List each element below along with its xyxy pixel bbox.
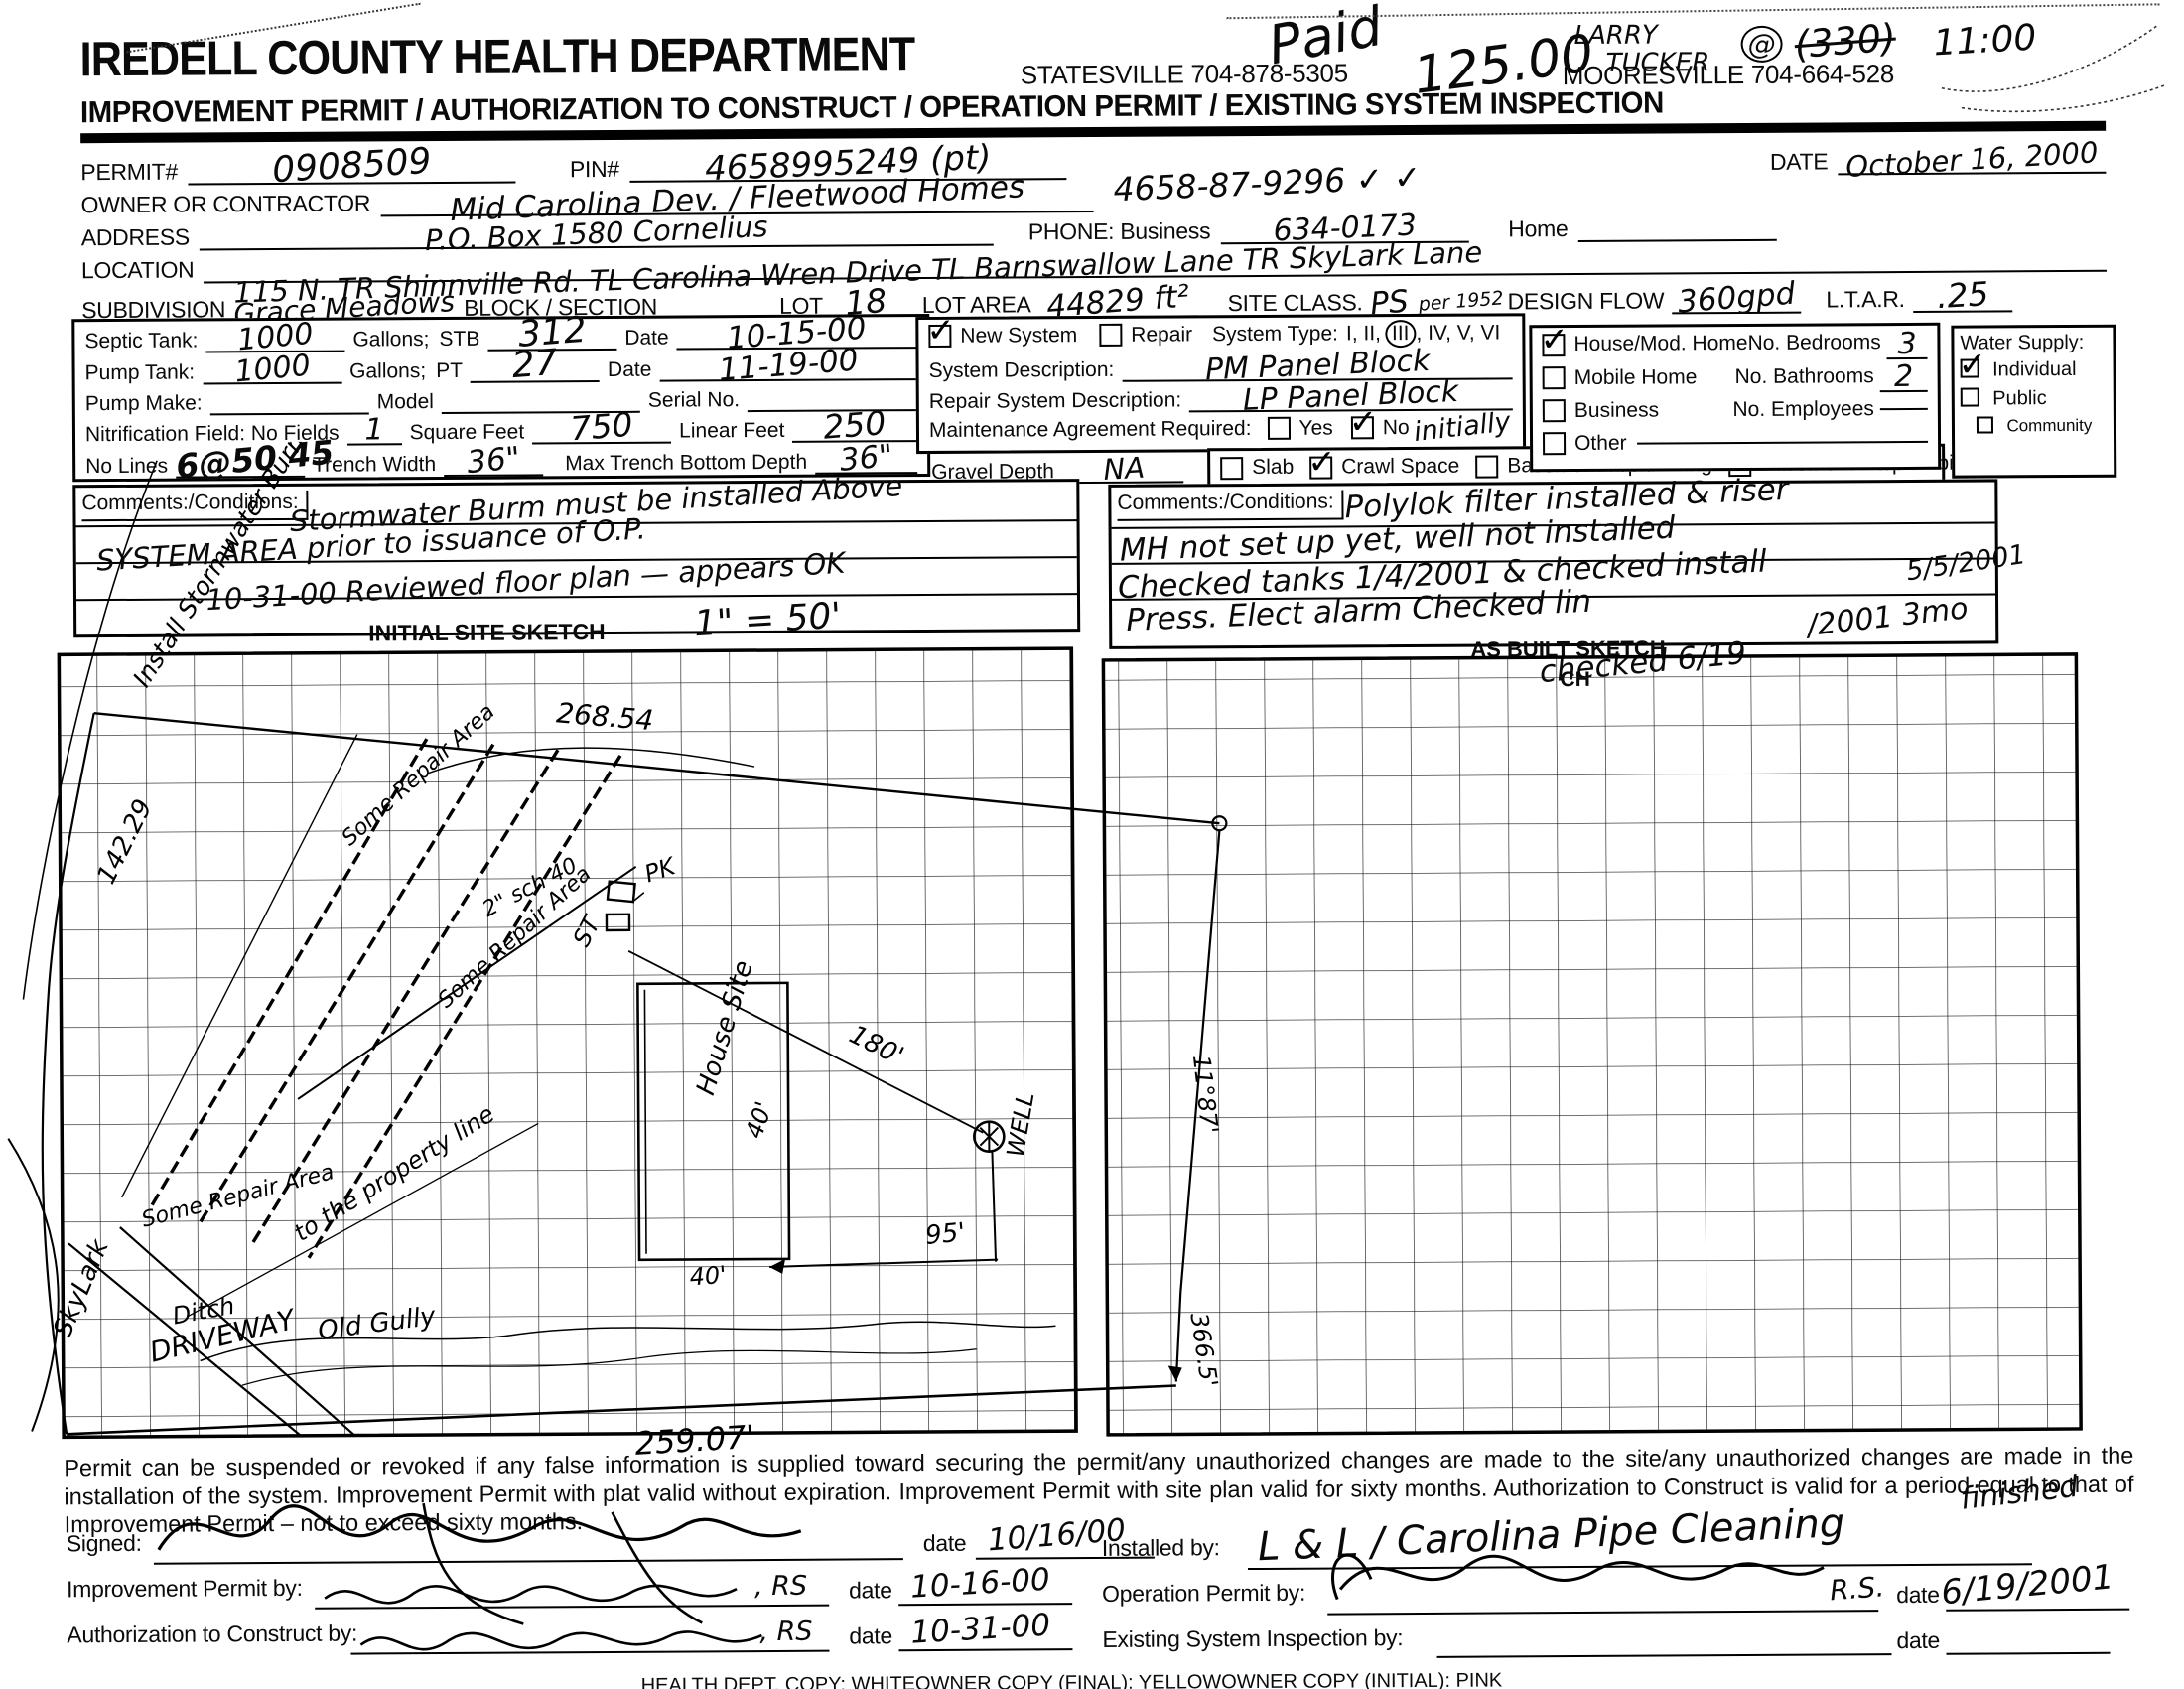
site-class-label: SITE CLASS. [1227,289,1363,317]
business-label: Business [1573,398,1660,422]
bathrooms-field: 2 [1879,358,1928,394]
house-checkbox [1542,333,1566,356]
appt-at: @ [1740,25,1783,63]
initial-sketch-grid [57,646,1078,1440]
repair-desc-label: Repair System Description: [928,388,1182,413]
appt-crossed-number: (330) [1793,15,1898,68]
new-system-checkbox [928,324,952,348]
public-checkbox [1960,387,1979,407]
pump-tank-label: Pump Tank: [84,360,196,385]
dim-40-bottom: 40' [689,1261,728,1292]
septic-tank-label: Septic Tank: [84,329,199,353]
employees-field [1879,407,1928,410]
system-type-label: System Type: [1212,321,1339,346]
owner-label: OWNER OR CONTRACTOR [80,190,371,218]
permit-field: 0908509 [187,141,516,191]
paid-note: Paid [1263,0,1388,77]
system-type-box: New System Repair System Type: I, II, II… [915,313,1527,455]
house-label: House/Mod. Home [1573,331,1748,356]
pin-label: PIN# [569,155,619,183]
pump-make-label: Pump Make: [84,391,203,416]
employees-label: No. Employees [1732,396,1874,421]
improvement-signature [324,1584,738,1605]
hand-drawn-site-plan [7,460,1228,1438]
lot-area-field: 44829 ft² [1038,278,1198,325]
dim-259: 259.07' [634,1418,756,1463]
repair-label: Repair [1131,322,1193,347]
bedrooms-field: 3 [1886,326,1928,361]
appt-name-2: TUCKER [1605,48,1710,78]
pt-field: 27 [470,343,601,386]
scan-swoosh [1941,24,2167,113]
form-subtitle: IMPROVEMENT PERMIT / AUTHORIZATION TO CO… [79,82,2107,144]
dim-268: 268.54 [555,696,654,737]
copy-yellow: OWNER COPY (FINAL): YELLOW [914,1671,1222,1689]
site-sketch-canvas: Install Stormwater Burm HERE 142.29 268.… [7,430,2083,1463]
system-desc-label: System Description: [928,357,1115,382]
individual-label: Individual [1992,357,2077,381]
design-flow-label: DESIGN FLOW [1507,287,1665,315]
mobile-home-checkbox [1542,366,1566,390]
copy-pink: OWNER COPY (INITIAL): PINK [1221,1669,1503,1689]
signature-scribbles [157,1502,1825,1651]
model-label: Model [376,390,434,414]
phone-business-label: PHONE: Business [1027,217,1211,245]
date-field: October 16, 2000 [1838,135,2107,184]
repair-checkbox [1099,323,1123,347]
location-label: LOCATION [80,256,195,284]
date-label: DATE [1769,148,1829,175]
design-flow-field: 360gpd [1672,276,1802,320]
asbuilt-sketch-grid [1101,652,2083,1437]
ltar-label: L.T.A.R. [1826,285,1905,313]
site-class-field: PS per 1952 [1369,281,1505,322]
pt-label: PT [436,358,464,383]
address-label: ADDRESS [80,223,190,251]
appt-name-1: LARRY [1573,20,1658,52]
bathrooms-label: No. Bathrooms [1734,363,1874,388]
system-type-circled: III [1384,319,1417,348]
permit-label: PERMIT# [80,158,179,186]
dim-95: 95' [924,1217,967,1251]
individual-checkbox [1960,358,1979,378]
new-system-label: New System [960,323,1078,348]
bedrooms-label: No. Bedrooms [1747,331,1881,354]
signed-signature [157,1504,802,1551]
authorization-signature [359,1630,762,1651]
business-checkbox [1542,399,1566,423]
copy-white: HEALTH DEPT. COPY: WHITE [640,1673,916,1689]
pump-gallons-field: 1000 [202,349,342,390]
mobile-home-label: Mobile Home [1573,364,1698,389]
operation-signature [1338,1554,1825,1591]
public-label: Public [1992,387,2047,410]
address-field: P.O. Box 1580 Cornelius [199,210,994,257]
ltar-field: .25 [1912,274,2012,316]
site-class-note: per 1952 [1418,287,1505,316]
